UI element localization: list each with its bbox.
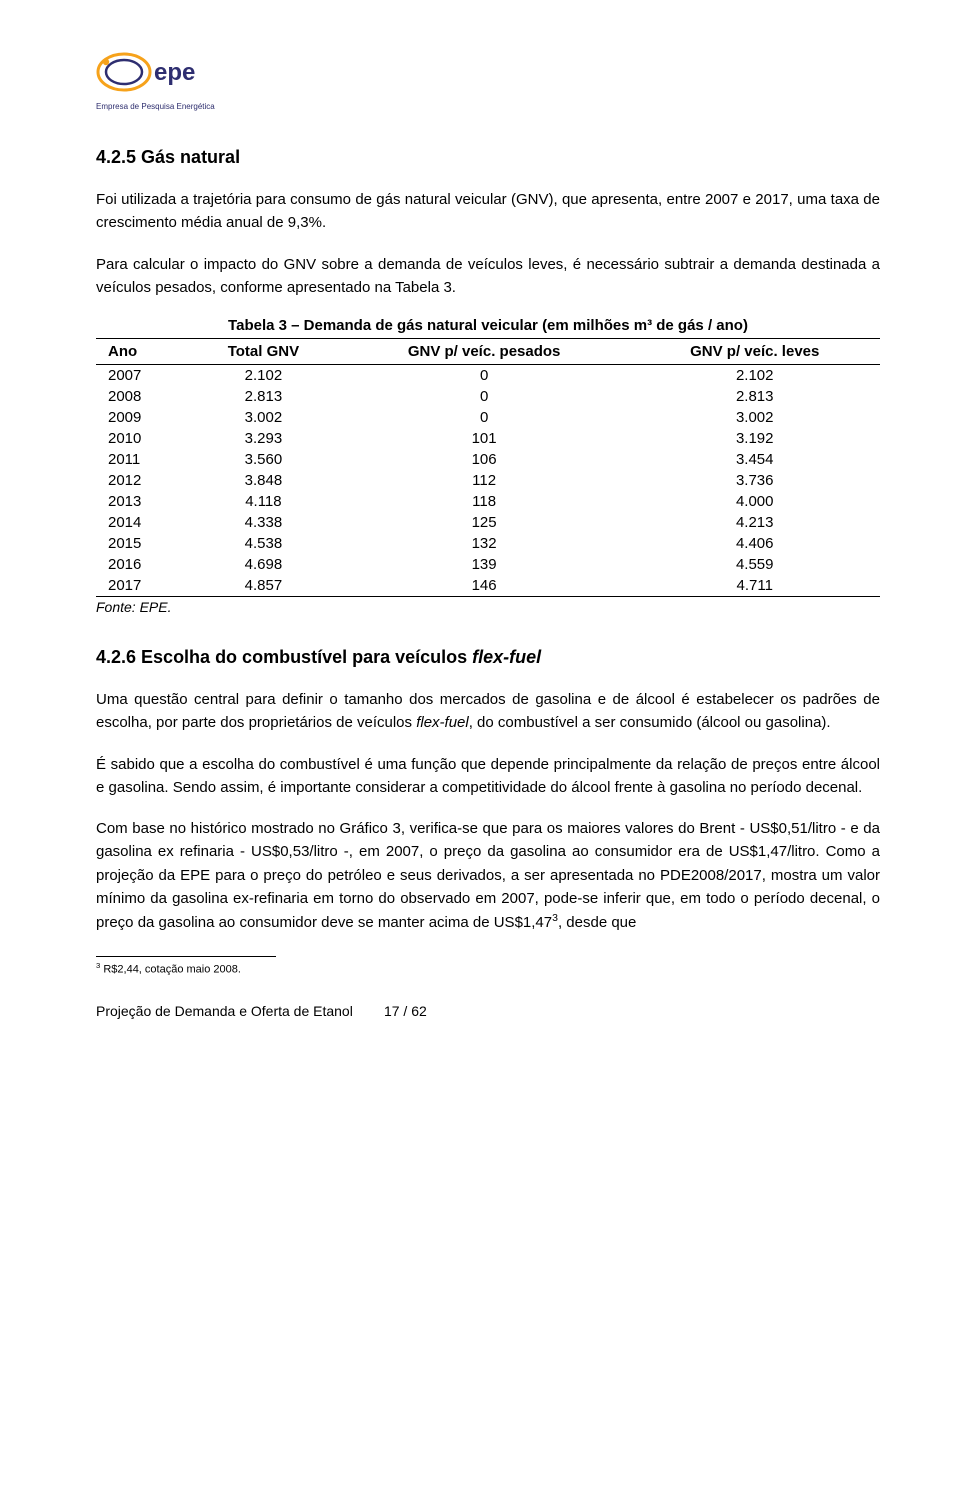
table-source: Fonte: EPE. xyxy=(96,599,880,615)
table-cell: 3.454 xyxy=(629,449,880,470)
table-cell: 106 xyxy=(339,449,630,470)
doc-title: Projeção de Demanda e Oferta de Etanol xyxy=(96,1003,353,1019)
table-cell: 0 xyxy=(339,407,630,428)
table-cell: 2007 xyxy=(96,365,188,387)
table-cell: 118 xyxy=(339,491,630,512)
paragraph: Uma questão central para definir o taman… xyxy=(96,688,880,735)
table-cell: 4.000 xyxy=(629,491,880,512)
table-header-row: Ano Total GNV GNV p/ veíc. pesados GNV p… xyxy=(96,339,880,365)
heading-text: 4.2.6 Escolha do combustível para veícul… xyxy=(96,647,472,667)
table-row: 20082.81302.813 xyxy=(96,386,880,407)
table-cell: 2.813 xyxy=(188,386,339,407)
table-cell: 4.857 xyxy=(188,575,339,597)
table-title: Tabela 3 – Demanda de gás natural veicul… xyxy=(96,317,880,334)
table-cell: 2015 xyxy=(96,533,188,554)
table-cell: 4.538 xyxy=(188,533,339,554)
table-row: 20174.8571464.711 xyxy=(96,575,880,597)
table-cell: 101 xyxy=(339,428,630,449)
table-row: 20144.3381254.213 xyxy=(96,512,880,533)
epe-logo-icon: epe xyxy=(96,48,206,96)
paragraph-text: Com base no histórico mostrado no Gráfic… xyxy=(96,820,880,931)
paragraph: Foi utilizada a trajetória para consumo … xyxy=(96,188,880,235)
paragraph: Para calcular o impacto do GNV sobre a d… xyxy=(96,253,880,300)
table-cell: 3.736 xyxy=(629,470,880,491)
table-cell: 0 xyxy=(339,365,630,387)
table-cell: 2017 xyxy=(96,575,188,597)
table-cell: 4.213 xyxy=(629,512,880,533)
table-cell: 125 xyxy=(339,512,630,533)
footnote-rule xyxy=(96,956,276,957)
footnote: 3 R$2,44, cotação maio 2008. xyxy=(96,961,880,977)
table-row: 20072.10202.102 xyxy=(96,365,880,387)
paragraph-text: , do combustível a ser consumido (álcool… xyxy=(469,714,831,731)
table-cell: 139 xyxy=(339,554,630,575)
table-cell: 3.192 xyxy=(629,428,880,449)
table-cell: 3.848 xyxy=(188,470,339,491)
paragraph: É sabido que a escolha do combustível é … xyxy=(96,753,880,800)
table-cell: 2.102 xyxy=(188,365,339,387)
section-heading-425: 4.2.5 Gás natural xyxy=(96,147,880,168)
table-cell: 4.698 xyxy=(188,554,339,575)
table-cell: 2010 xyxy=(96,428,188,449)
table-cell: 2016 xyxy=(96,554,188,575)
section-heading-426: 4.2.6 Escolha do combustível para veícul… xyxy=(96,647,880,668)
table-cell: 2.102 xyxy=(629,365,880,387)
table-header: Ano xyxy=(96,339,188,365)
footnote-text: R$2,44, cotação maio 2008. xyxy=(100,964,241,976)
table-cell: 3.002 xyxy=(188,407,339,428)
table-cell: 3.560 xyxy=(188,449,339,470)
table-cell: 2008 xyxy=(96,386,188,407)
paragraph-italic: flex-fuel xyxy=(416,714,469,731)
table-row: 20093.00203.002 xyxy=(96,407,880,428)
table-row: 20134.1181184.000 xyxy=(96,491,880,512)
table-cell: 2013 xyxy=(96,491,188,512)
table-cell: 3.002 xyxy=(629,407,880,428)
table-cell: 4.711 xyxy=(629,575,880,597)
table-cell: 2014 xyxy=(96,512,188,533)
table-row: 20113.5601063.454 xyxy=(96,449,880,470)
table-row: 20164.6981394.559 xyxy=(96,554,880,575)
table-cell: 2011 xyxy=(96,449,188,470)
page-footer: Projeção de Demanda e Oferta de Etanol 1… xyxy=(96,1003,880,1019)
table-cell: 4.338 xyxy=(188,512,339,533)
table-cell: 132 xyxy=(339,533,630,554)
paragraph: Com base no histórico mostrado no Gráfic… xyxy=(96,817,880,934)
table-gnv-demand: Ano Total GNV GNV p/ veíc. pesados GNV p… xyxy=(96,338,880,597)
table-cell: 2009 xyxy=(96,407,188,428)
table-cell: 112 xyxy=(339,470,630,491)
table-row: 20154.5381324.406 xyxy=(96,533,880,554)
table-header: GNV p/ veíc. pesados xyxy=(339,339,630,365)
table-header: Total GNV xyxy=(188,339,339,365)
table-row: 20123.8481123.736 xyxy=(96,470,880,491)
table-header: GNV p/ veíc. leves xyxy=(629,339,880,365)
table-row: 20103.2931013.192 xyxy=(96,428,880,449)
table-cell: 4.559 xyxy=(629,554,880,575)
logo: epe Empresa de Pesquisa Energética xyxy=(96,48,880,111)
table-cell: 3.293 xyxy=(188,428,339,449)
page-number: 17 / 62 xyxy=(384,1003,427,1019)
heading-italic: flex-fuel xyxy=(472,647,541,667)
logo-tagline: Empresa de Pesquisa Energética xyxy=(96,102,880,111)
table-cell: 4.118 xyxy=(188,491,339,512)
table-cell: 0 xyxy=(339,386,630,407)
table-cell: 4.406 xyxy=(629,533,880,554)
table-cell: 146 xyxy=(339,575,630,597)
table-cell: 2012 xyxy=(96,470,188,491)
table-cell: 2.813 xyxy=(629,386,880,407)
paragraph-text: , desde que xyxy=(558,914,636,931)
svg-text:epe: epe xyxy=(154,59,195,86)
